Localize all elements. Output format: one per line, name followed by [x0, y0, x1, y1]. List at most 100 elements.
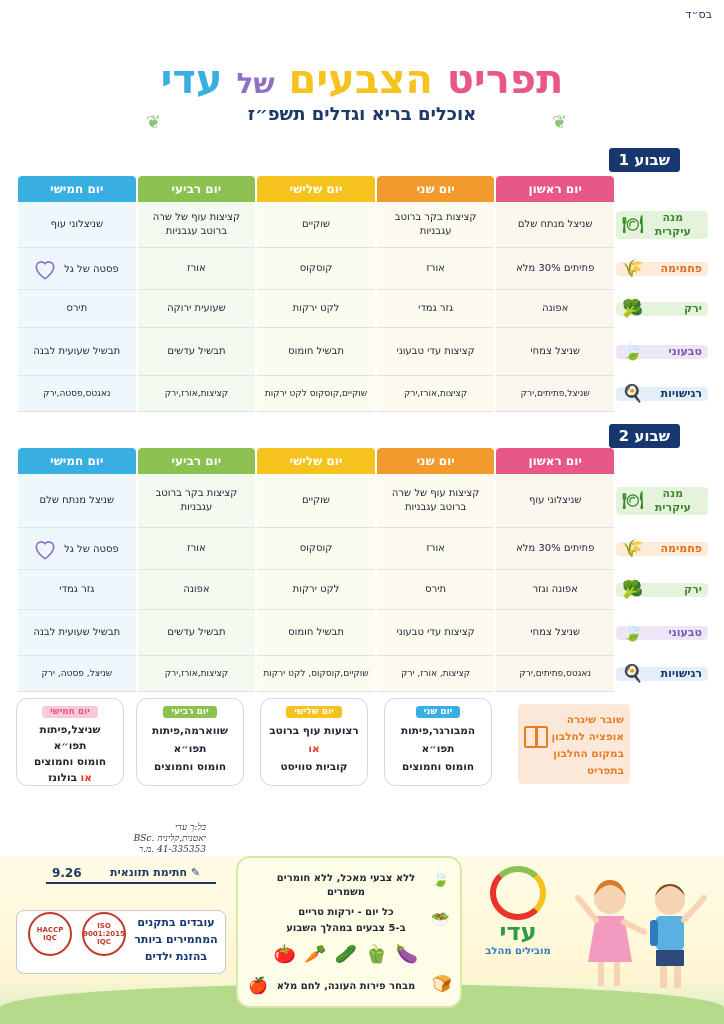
menu-cell: שעועית ירוקה: [137, 290, 256, 328]
table-row: מנה עיקרית 🍽 שניצל מנתח שלם קציצות בקר בר…: [18, 202, 708, 248]
bread-icon: 🍞: [432, 974, 452, 993]
heart-icon: [35, 540, 55, 560]
day-header-thursday: יום חמישי: [18, 448, 136, 474]
menu-cell: אורז: [376, 248, 495, 290]
table-row: פחמימה 🌾 פתיתים 30% מלא אורז קוסקוס אורז …: [18, 248, 708, 290]
haccp-cert-icon: HACCP IQC: [28, 912, 72, 956]
table-row: רגישויות 🍳 שניצל,פתיתים,ירק קציצות,אורז,י…: [18, 376, 708, 412]
category-main-dish: מנה עיקרית 🍽: [616, 487, 708, 515]
cucumber-icon: 🥒: [334, 944, 366, 965]
menu-cell: נאגטס,פתיתים,ירק: [496, 656, 614, 692]
table-row: ירק 🥦 אפונה גזר גמדי לקט ירקות שעועית ירו…: [18, 290, 708, 328]
week-2-table: יום ראשון יום שני יום שלישי יום רביעי יו…: [16, 448, 710, 692]
menu-cell: קציצות עדי טבעוני: [376, 328, 495, 376]
corner-cell: [616, 448, 708, 474]
broccoli-icon: 🥦: [622, 580, 644, 600]
day-header-monday: יום שני: [376, 176, 495, 202]
menu-cell: קציצות,אורז,ירק: [137, 656, 256, 692]
table-row: טבעוני 🍃 שניצל צמחי קציצות עדי טבעוני תבש…: [18, 328, 708, 376]
day-header-monday: יום שני: [376, 448, 495, 474]
nutritionist-stamp: בל:ך עדי יאטנית,קליניה .BSc 41-335353 .מ…: [133, 823, 206, 855]
leaf-icon: 🍃: [431, 870, 450, 888]
menu-cell: שניצל, פסטה, ירק: [18, 656, 136, 692]
menu-cell: שניצל,פתיתים,ירק: [496, 376, 614, 412]
special-card-wednesday: יום רביעי שווארמה,פיתות תפו״א חומוס וחמו…: [136, 698, 244, 786]
menu-cell: תירס: [376, 570, 495, 610]
title-word-3: של: [236, 67, 275, 100]
category-carb: פחמימה 🌾: [616, 259, 708, 279]
category-carb: פחמימה 🌾: [616, 539, 708, 559]
gift-icon: [524, 726, 548, 748]
pepper-icon: 🫑: [365, 944, 396, 965]
menu-cell: קציצות בקר ברוטב עגבניות: [376, 202, 495, 248]
leaf-decoration-icon: ❦: [552, 112, 568, 133]
bsd-header: בס״ד: [685, 8, 712, 21]
standards-text: עובדים בתקנים המחמירים ביותר בהזנת ילדים: [134, 916, 218, 963]
signature-line: [46, 882, 216, 884]
special-card-tuesday: יום שלישי רצועות עוף ברוטב או קוביות טוו…: [260, 698, 368, 786]
menu-cell: תבשיל חומוס: [257, 610, 375, 656]
menu-cell: קציצות,אורז,ירק: [376, 376, 495, 412]
menu-cell: אפונה וגזר: [496, 570, 614, 610]
wheat-icon: 🌾: [622, 259, 644, 279]
day-header-tuesday: יום שלישי: [257, 176, 375, 202]
menu-cell: שניצל צמחי: [496, 610, 614, 656]
category-main-dish: מנה עיקרית 🍽: [616, 211, 708, 239]
wheat-icon: 🌾: [622, 539, 644, 559]
eggplant-icon: 🍆: [395, 944, 426, 965]
principle-no-coloring: ללא צבעי מאכל, ללא חומרים משמרים: [276, 873, 416, 898]
week-1-label: שבוע 1: [608, 148, 680, 172]
category-sensitivities: רגישויות 🍳: [616, 386, 708, 403]
menu-cell: קציצות עדי טבעוני: [376, 610, 495, 656]
week-1-table: יום ראשון יום שני יום שלישי יום רביעי יו…: [16, 176, 710, 412]
principles-box: ללא צבעי מאכל, ללא חומרים משמרים 🍃 כל יו…: [236, 856, 462, 1008]
chef-hat-icon: 🍳: [622, 664, 644, 684]
menu-cell: פתיתים 30% מלא: [496, 528, 614, 570]
leaf-icon: 🍃: [622, 623, 644, 643]
category-vegetable: ירק 🥦: [616, 299, 708, 319]
menu-cell: גזר גמדי: [376, 290, 495, 328]
menu-cell: אורז: [137, 248, 256, 290]
table-row: פחמימה 🌾 פתיתים 30% מלא אורז קוסקוס אורז …: [18, 528, 708, 570]
category-vegan: טבעוני 🍃: [616, 342, 708, 362]
cloche-icon: 🍽: [622, 215, 644, 235]
day-header-wednesday: יום רביעי: [137, 448, 256, 474]
day-header-tuesday: יום שלישי: [257, 448, 375, 474]
menu-cell: לקט ירקות: [257, 290, 375, 328]
menu-cell: תירס: [18, 290, 136, 328]
broccoli-icon: 🥦: [622, 299, 644, 319]
menu-cell: פתיתים 30% מלא: [496, 248, 614, 290]
adi-logo: עדי מובילים מהלב: [478, 866, 558, 957]
menu-cell: תבשיל חומוס: [257, 328, 375, 376]
week-2-label: שבוע 2: [608, 424, 680, 448]
table-row: רגישויות 🍳 נאגטס,פתיתים,ירק קציצות, אורז,…: [18, 656, 708, 692]
menu-cell: קוסקוס: [257, 528, 375, 570]
special-card-thursday: יום חמישי שניצל,פיתות תפו״א חומוס וחמוצי…: [16, 698, 124, 786]
table-row: ירק 🥦 אפונה וגזר תירס לקט ירקות אפונה גזר…: [18, 570, 708, 610]
menu-cell: קציצות עוף של שרה ברוטב עגבניות: [137, 202, 256, 248]
pasta-label: פסטה של גל: [64, 263, 119, 275]
menu-cell: תבשיל שעועית לבנה: [18, 328, 136, 376]
kids-illustration: [575, 880, 707, 988]
menu-cell: פסטה של גל: [18, 248, 136, 290]
routine-breaker-box: שובר שיגרה אופציה לחלבון במקום החלבון בת…: [518, 704, 630, 784]
heart-icon: [35, 260, 55, 280]
title-word-1: תפריט: [446, 57, 564, 103]
pen-icon: ✎: [190, 866, 201, 879]
day-header-sunday: יום ראשון: [496, 176, 614, 202]
menu-cell: קציצות, אורז, ירק: [376, 656, 495, 692]
menu-cell: גזר גמדי: [18, 570, 136, 610]
menu-cell: שניצלוני עוף: [18, 202, 136, 248]
page-title: תפריט הצבעים של עדי: [130, 52, 594, 112]
menu-cell: שניצל מנתח שלם: [496, 202, 614, 248]
menu-cell: שניצל מנתח שלם: [18, 474, 136, 528]
table-row: טבעוני 🍃 שניצל צמחי קציצות עדי טבעוני תבש…: [18, 610, 708, 656]
table-row: מנה עיקרית 🍽 שניצלוני עוף קציצות עוף של ש…: [18, 474, 708, 528]
principle-fruit-bread: מבחר פירות העונה, לחם מלא: [276, 981, 416, 992]
apple-logo-icon: [490, 866, 546, 920]
menu-cell: שוקיים: [257, 474, 375, 528]
menu-cell: שוקיים,קוסקוס, לקט ירקות: [257, 656, 375, 692]
title-word-4: עדי: [160, 57, 223, 103]
signature-date: 9.26: [52, 866, 82, 880]
leaf-icon: 🍃: [622, 342, 644, 362]
